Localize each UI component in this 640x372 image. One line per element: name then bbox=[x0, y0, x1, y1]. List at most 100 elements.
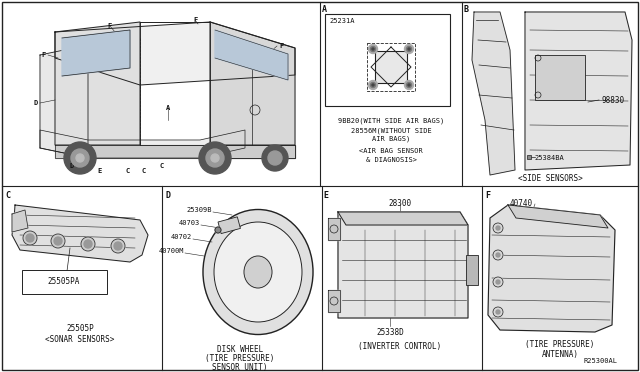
Polygon shape bbox=[62, 30, 130, 76]
Polygon shape bbox=[210, 145, 295, 158]
Text: 9BB20(WITH SIDE AIR BAGS): 9BB20(WITH SIDE AIR BAGS) bbox=[338, 118, 444, 125]
Text: F: F bbox=[108, 23, 112, 29]
Polygon shape bbox=[215, 30, 288, 80]
Text: <SONAR SENSORS>: <SONAR SENSORS> bbox=[45, 335, 115, 344]
Text: E: E bbox=[98, 168, 102, 174]
Circle shape bbox=[81, 237, 95, 251]
Ellipse shape bbox=[244, 256, 272, 288]
Text: (INVERTER CONTROL): (INVERTER CONTROL) bbox=[358, 342, 442, 351]
Polygon shape bbox=[338, 212, 468, 318]
Circle shape bbox=[496, 280, 500, 284]
Circle shape bbox=[206, 149, 224, 167]
Polygon shape bbox=[55, 145, 295, 158]
Circle shape bbox=[406, 83, 412, 87]
Circle shape bbox=[496, 310, 500, 314]
Circle shape bbox=[215, 227, 221, 233]
Bar bbox=[466, 255, 478, 285]
Text: D: D bbox=[34, 100, 38, 106]
Circle shape bbox=[51, 234, 65, 248]
Text: E: E bbox=[323, 191, 328, 200]
Circle shape bbox=[23, 231, 37, 245]
Circle shape bbox=[371, 46, 376, 51]
Text: D: D bbox=[166, 191, 171, 200]
Bar bbox=[22, 270, 107, 294]
Polygon shape bbox=[40, 45, 88, 158]
Circle shape bbox=[493, 277, 503, 287]
Text: 25231A: 25231A bbox=[329, 18, 355, 24]
Circle shape bbox=[372, 84, 374, 86]
Text: 28300: 28300 bbox=[388, 199, 412, 208]
Bar bbox=[367, 43, 415, 91]
Ellipse shape bbox=[203, 209, 313, 334]
Text: C: C bbox=[126, 168, 130, 174]
Circle shape bbox=[496, 226, 500, 230]
Text: A: A bbox=[166, 105, 170, 111]
Bar bbox=[375, 51, 407, 83]
Circle shape bbox=[372, 48, 374, 50]
Circle shape bbox=[408, 84, 410, 86]
Text: 25505P: 25505P bbox=[66, 324, 94, 333]
Text: D: D bbox=[70, 163, 74, 169]
Circle shape bbox=[199, 142, 231, 174]
Text: C: C bbox=[160, 163, 164, 169]
Polygon shape bbox=[12, 210, 28, 232]
Circle shape bbox=[114, 242, 122, 250]
Polygon shape bbox=[55, 22, 295, 85]
Text: 40702: 40702 bbox=[171, 234, 192, 240]
Circle shape bbox=[404, 80, 413, 90]
Bar bbox=[218, 217, 241, 234]
Polygon shape bbox=[40, 130, 245, 158]
Text: B: B bbox=[463, 5, 468, 14]
Circle shape bbox=[404, 45, 413, 54]
Circle shape bbox=[493, 307, 503, 317]
Ellipse shape bbox=[214, 222, 302, 322]
Text: SENSOR UNIT): SENSOR UNIT) bbox=[212, 363, 268, 372]
Circle shape bbox=[496, 253, 500, 257]
Text: (TIRE PRESSURE): (TIRE PRESSURE) bbox=[525, 340, 595, 349]
Text: 25384BA: 25384BA bbox=[534, 155, 564, 161]
Text: 25505PA: 25505PA bbox=[48, 278, 80, 286]
Polygon shape bbox=[328, 290, 340, 312]
Text: 25309B: 25309B bbox=[186, 207, 212, 213]
Circle shape bbox=[26, 234, 34, 242]
Polygon shape bbox=[55, 22, 140, 145]
Circle shape bbox=[54, 237, 62, 245]
Text: (TIRE PRESSURE): (TIRE PRESSURE) bbox=[205, 354, 275, 363]
Circle shape bbox=[211, 154, 219, 162]
Circle shape bbox=[268, 151, 282, 165]
Text: R25300AL: R25300AL bbox=[584, 358, 618, 364]
Polygon shape bbox=[210, 22, 295, 145]
Polygon shape bbox=[12, 205, 148, 262]
Circle shape bbox=[406, 46, 412, 51]
Polygon shape bbox=[472, 12, 515, 175]
Text: ANTENNA): ANTENNA) bbox=[541, 350, 579, 359]
Circle shape bbox=[493, 223, 503, 233]
Text: 40700M: 40700M bbox=[159, 248, 184, 254]
Text: 40703: 40703 bbox=[179, 220, 200, 226]
Text: & DIAGNOSIS>: & DIAGNOSIS> bbox=[365, 157, 417, 163]
Text: <AIR BAG SENSOR: <AIR BAG SENSOR bbox=[359, 148, 423, 154]
Polygon shape bbox=[525, 12, 632, 170]
Circle shape bbox=[369, 45, 378, 54]
Text: F: F bbox=[42, 52, 46, 58]
Circle shape bbox=[111, 239, 125, 253]
Circle shape bbox=[84, 240, 92, 248]
Text: A: A bbox=[322, 5, 327, 14]
Circle shape bbox=[408, 48, 410, 50]
Polygon shape bbox=[328, 218, 340, 240]
Text: F: F bbox=[193, 17, 197, 23]
Circle shape bbox=[76, 154, 84, 162]
Circle shape bbox=[493, 250, 503, 260]
Bar bbox=[527, 155, 531, 159]
Text: DISK WHEEL: DISK WHEEL bbox=[217, 345, 263, 354]
Circle shape bbox=[71, 149, 89, 167]
Text: 40740: 40740 bbox=[510, 199, 533, 208]
Circle shape bbox=[369, 80, 378, 90]
Text: 98830: 98830 bbox=[601, 96, 624, 105]
Text: C: C bbox=[5, 191, 10, 200]
Bar bbox=[535, 55, 585, 100]
Polygon shape bbox=[488, 205, 615, 332]
Text: <SIDE SENSORS>: <SIDE SENSORS> bbox=[518, 174, 582, 183]
Text: F: F bbox=[485, 191, 490, 200]
Circle shape bbox=[371, 83, 376, 87]
